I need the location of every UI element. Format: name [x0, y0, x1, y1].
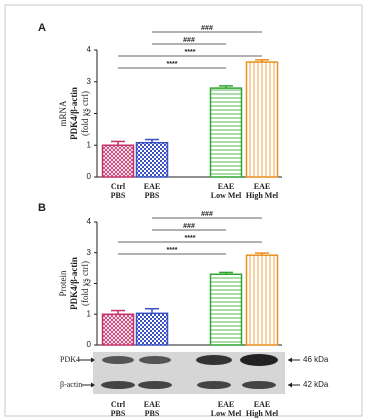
y-tick-label: 0	[87, 340, 92, 349]
blot-arrow	[288, 382, 292, 388]
significance-label: ###	[201, 25, 213, 32]
significance-label: ****	[185, 49, 196, 56]
bar	[209, 87, 243, 178]
y-tick-label: 3	[87, 77, 92, 86]
y-axis-label: PDK4/β-actin	[69, 87, 79, 140]
blot-size-label: 42 kDa	[303, 380, 329, 389]
y-tick-label: 0	[87, 172, 92, 181]
x-tick-label: PBS	[111, 191, 126, 200]
y-axis-label: (fold vs ctrl)	[80, 91, 90, 136]
significance-label: ###	[183, 37, 195, 44]
y-tick-label: 1	[87, 140, 92, 149]
x-tick-label: EAE	[144, 400, 160, 409]
x-tick-label: Ctrl	[111, 400, 126, 409]
x-tick-label: EAE	[218, 182, 234, 191]
bar	[135, 141, 169, 178]
bar	[101, 313, 135, 346]
y-axis-label: (fold vs ctrl)	[80, 261, 90, 306]
blot-band	[196, 355, 232, 365]
x-tick-label: High Mel	[246, 191, 279, 200]
significance-label: ****	[185, 235, 196, 242]
blot-band	[101, 381, 135, 389]
y-tick-label: 4	[87, 217, 92, 226]
panel-letter: A	[38, 22, 46, 34]
y-axis-label: mRNA	[58, 100, 68, 127]
blot-size-label: 46 kDa	[303, 355, 329, 364]
x-tick-label: EAE	[144, 182, 160, 191]
y-axis-label: Protein	[58, 270, 68, 296]
bar	[101, 144, 135, 178]
x-tick-label: PBS	[145, 191, 160, 200]
y-axis-label: PDK4/β-actin	[69, 257, 79, 310]
x-tick-label: Ctrl	[111, 182, 126, 191]
frame	[4, 4, 363, 417]
blot-arrow	[91, 357, 95, 363]
y-tick-label: 1	[87, 309, 92, 318]
panel-letter: B	[38, 202, 46, 214]
blot-band	[197, 381, 231, 389]
x-tick-label: Low Mel	[211, 191, 242, 200]
significance-label: ****	[167, 61, 178, 68]
blot-arrow	[288, 357, 292, 363]
x-tick-label: Low Mel	[211, 409, 242, 418]
blot-arrow	[91, 382, 95, 388]
x-tick-label: High Mel	[246, 409, 279, 418]
significance-label: ****	[167, 247, 178, 254]
significance-label: ###	[201, 211, 213, 218]
blot-band	[138, 381, 172, 389]
y-tick-label: 2	[87, 279, 92, 288]
y-tick-label: 4	[87, 45, 92, 54]
x-tick-label: EAE	[254, 400, 270, 409]
blot-band	[102, 356, 134, 364]
bar	[135, 312, 169, 346]
blot-band	[240, 354, 278, 366]
x-tick-label: PBS	[145, 409, 160, 418]
bar	[245, 61, 279, 178]
y-tick-label: 2	[87, 109, 92, 118]
significance-label: ###	[183, 223, 195, 230]
blot-row-label: β-actin	[60, 380, 82, 389]
bar	[245, 254, 279, 346]
blot-band	[139, 356, 171, 364]
blot-band	[242, 381, 276, 389]
x-tick-label: EAE	[218, 400, 234, 409]
x-tick-label: PBS	[111, 409, 126, 418]
y-tick-label: 3	[87, 248, 92, 257]
blot-row-label: PDK4	[60, 355, 80, 364]
x-tick-label: EAE	[254, 182, 270, 191]
bar	[209, 273, 243, 346]
